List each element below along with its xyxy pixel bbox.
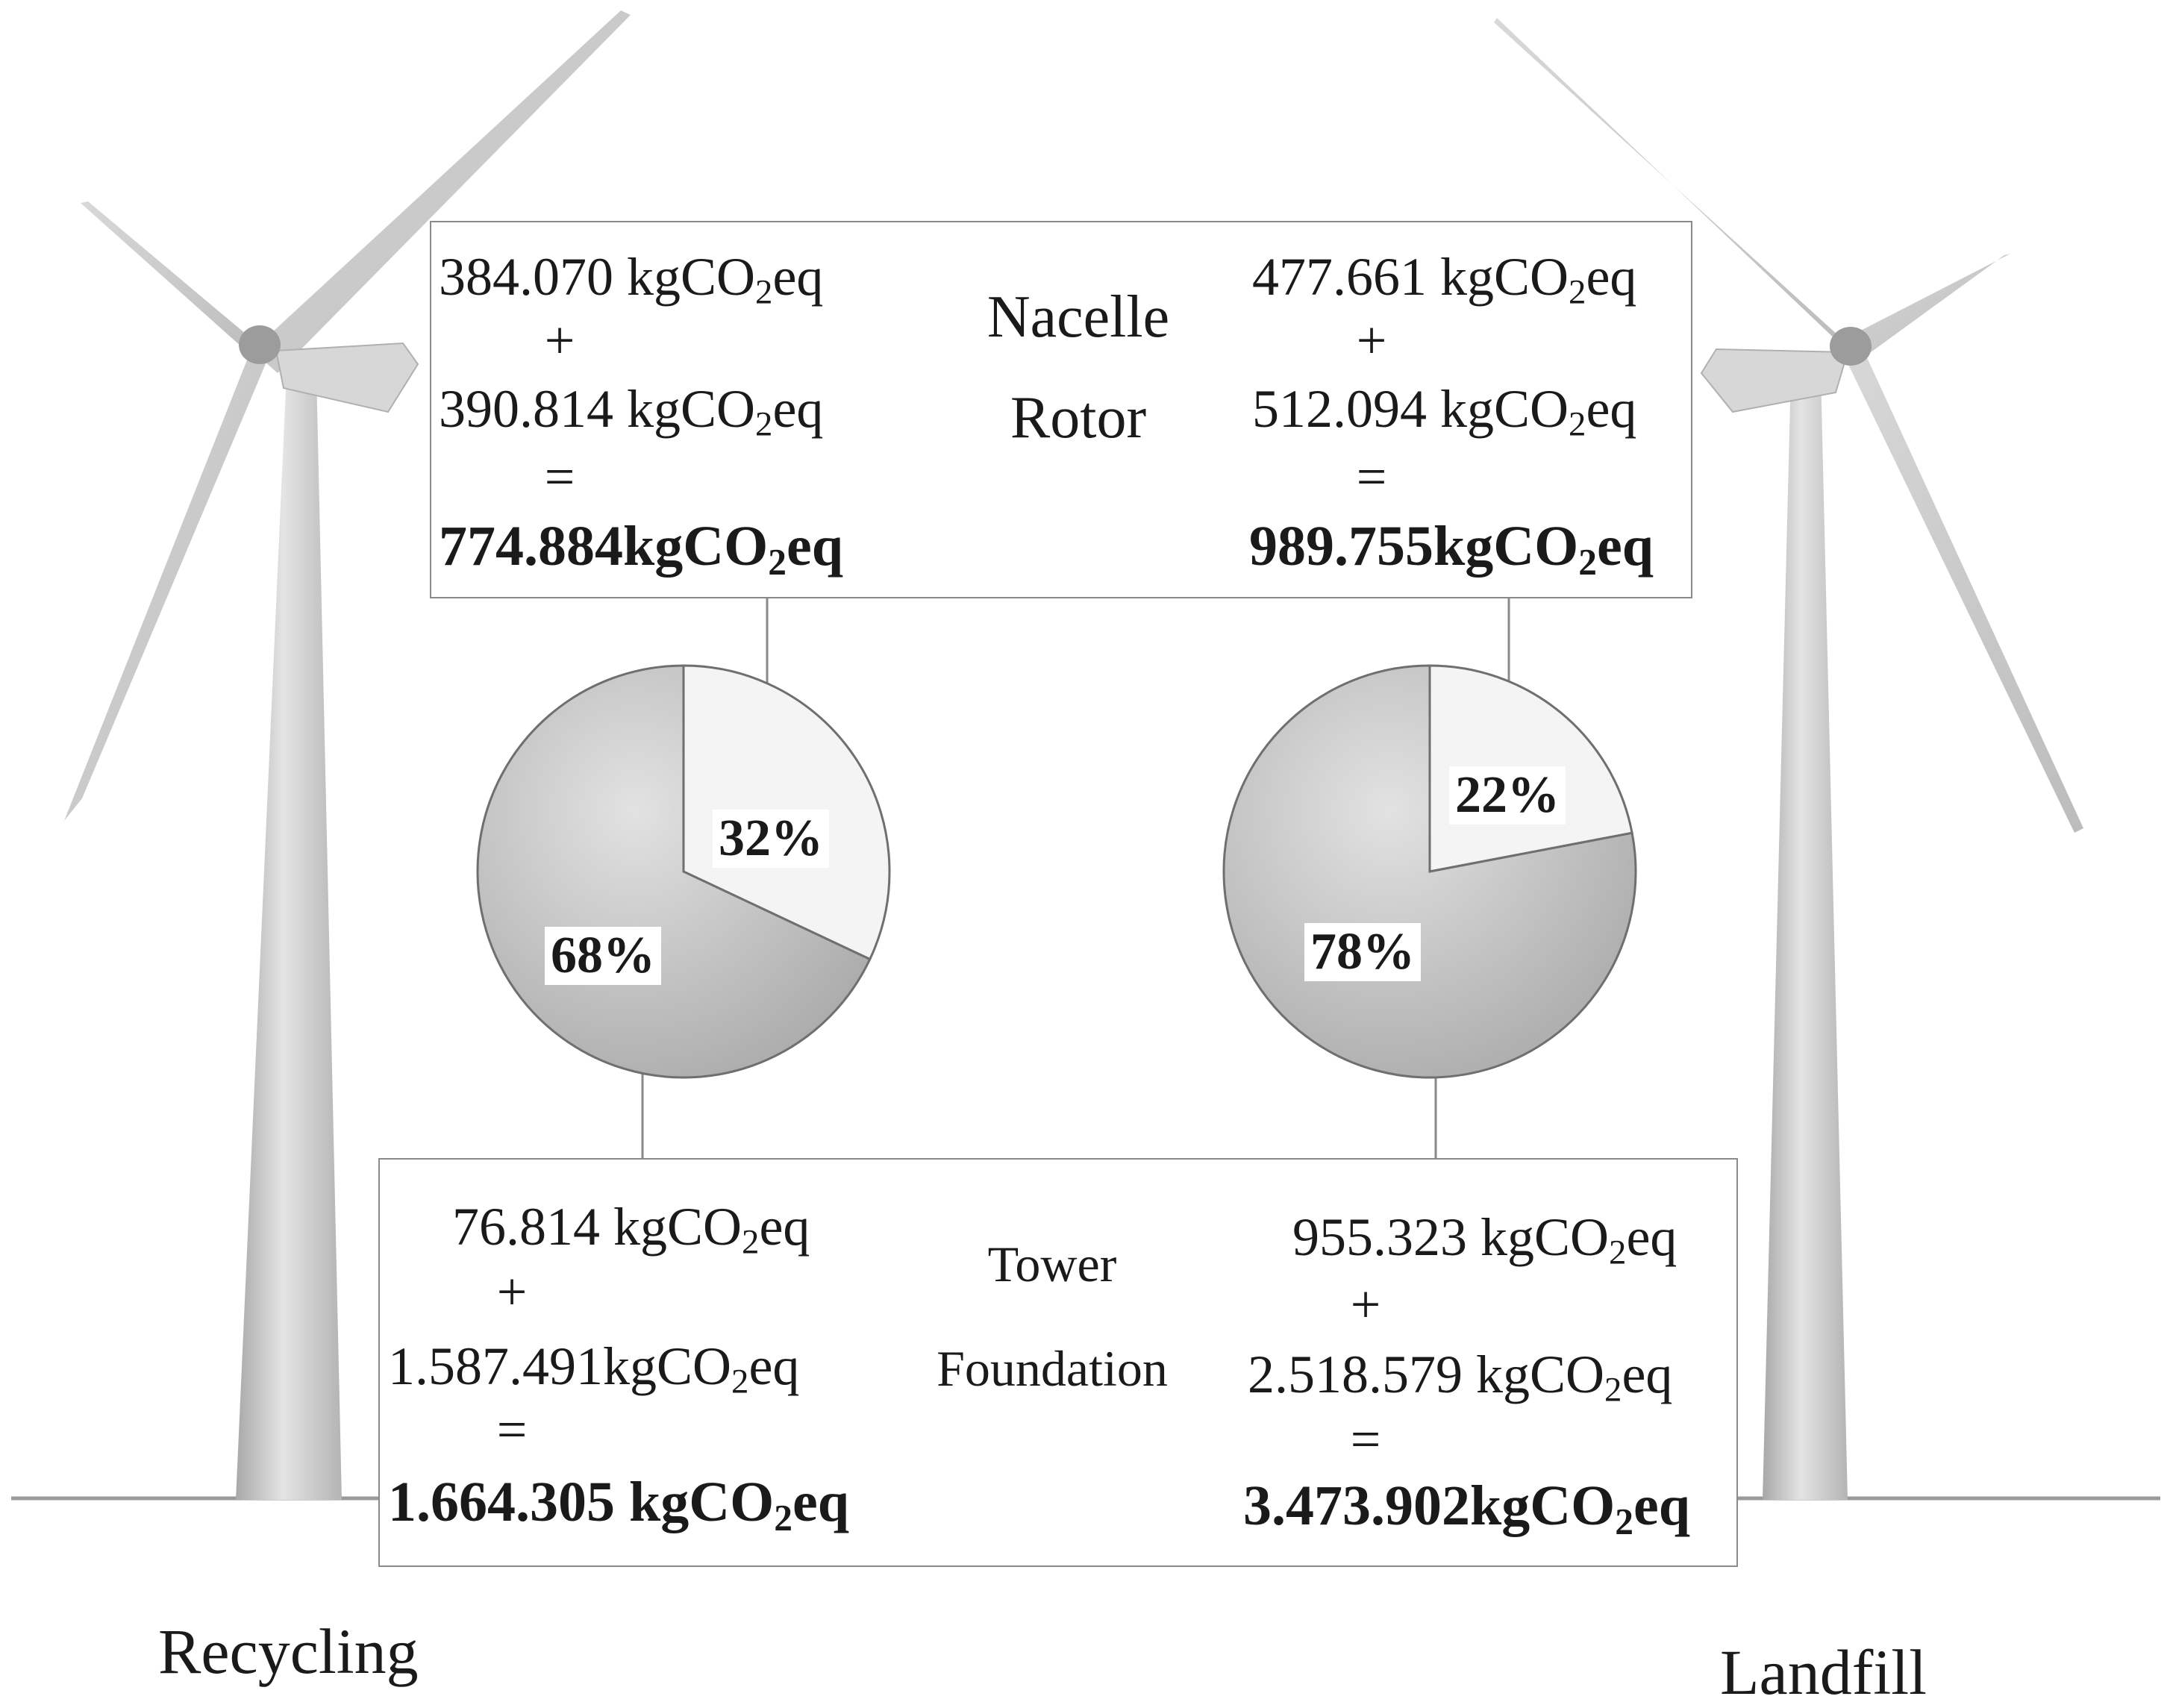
- recycling-top-total: 774.884kgCO2eq: [439, 515, 843, 583]
- right-turbine-tower: [1763, 373, 1848, 1500]
- landfill-top-equals: =: [1356, 447, 1387, 507]
- left-wind-turbine: [64, 10, 631, 1500]
- unit-kgco2eq: kgCO2eq: [603, 1336, 800, 1401]
- recycling-top-equals: =: [544, 447, 575, 507]
- unit-kgco2eq: kgCO2eq: [1433, 515, 1654, 583]
- landfill-bottom-equals: =: [1350, 1410, 1381, 1469]
- recycling-foundation-value: 1.587.491kgCO2eq: [388, 1336, 800, 1401]
- landfill-foundation-value: 2.518.579 kgCO2eq: [1248, 1345, 1673, 1410]
- recycling-rotor-value: 390.814 kgCO2eq: [439, 379, 824, 444]
- unit-kgco2eq: kgCO2eq: [1480, 1207, 1677, 1272]
- unit-kgco2eq: kgCO2eq: [613, 1197, 810, 1262]
- landfill-pie: [1222, 664, 1637, 1079]
- landfill-tower-value: 955.323 kgCO2eq: [1292, 1207, 1677, 1272]
- right-turbine-blade-down: [1842, 345, 2083, 833]
- unit-kgco2eq: kgCO2eq: [627, 379, 824, 444]
- unit-kgco2eq: kgCO2eq: [1440, 247, 1637, 312]
- landfill-caption: Landfill: [1720, 1636, 1927, 1708]
- nacelle-rotor-box: [430, 221, 1692, 598]
- left-turbine-blade-left: [81, 201, 263, 366]
- recycling-nacelle-value: 384.070 kgCO2eq: [439, 247, 824, 312]
- left-turbine-blade-down: [64, 351, 269, 821]
- unit-kgco2eq: kgCO2eq: [627, 247, 824, 312]
- unit-kgco2eq: kgCO2eq: [629, 1471, 849, 1539]
- foundation-label: Foundation: [937, 1340, 1168, 1397]
- recycling-tower-value: 76.814 kgCO2eq: [452, 1197, 810, 1262]
- right-wind-turbine: [1494, 18, 2083, 1500]
- right-turbine-blade-up: [1494, 18, 1855, 358]
- landfill-pie-label-small: 22%: [1449, 766, 1566, 825]
- landfill-bottom-total: 3.473.902kgCO2eq: [1243, 1474, 1690, 1542]
- right-turbine-hub: [1830, 327, 1872, 366]
- left-turbine-nacelle: [275, 342, 419, 413]
- right-turbine-blade-right: [1848, 254, 2010, 358]
- left-turbine-blade-up: [252, 10, 631, 373]
- recycling-bottom-plus: +: [496, 1262, 528, 1321]
- tower-label: Tower: [987, 1236, 1117, 1292]
- tower-foundation-box: [378, 1158, 1738, 1567]
- recycling-pie-label-large: 68%: [545, 927, 661, 985]
- recycling-pie-label-small: 32%: [713, 810, 829, 868]
- unit-kgco2eq: kgCO2eq: [1470, 1474, 1690, 1542]
- landfill-rotor-value: 512.094 kgCO2eq: [1252, 379, 1637, 444]
- recycling-bottom-equals: =: [496, 1400, 528, 1460]
- recycling-pie: [476, 664, 891, 1079]
- landfill-bottom-plus: +: [1350, 1274, 1381, 1334]
- landfill-pie-label-large: 78%: [1304, 923, 1421, 981]
- left-turbine-hub: [239, 325, 281, 364]
- unit-kgco2eq: kgCO2eq: [623, 515, 843, 583]
- unit-kgco2eq: kgCO2eq: [1440, 379, 1637, 444]
- landfill-nacelle-value: 477.661 kgCO2eq: [1252, 247, 1637, 312]
- unit-kgco2eq: kgCO2eq: [1476, 1345, 1673, 1410]
- left-turbine-tower: [236, 373, 342, 1500]
- landfill-top-plus: +: [1356, 310, 1387, 370]
- recycling-top-plus: +: [544, 310, 575, 370]
- right-turbine-nacelle: [1700, 348, 1849, 413]
- rotor-label: Rotor: [1010, 385, 1147, 451]
- landfill-top-total: 989.755kgCO2eq: [1249, 515, 1654, 583]
- recycling-bottom-total: 1.664.305 kgCO2eq: [388, 1471, 849, 1539]
- recycling-caption: Recycling: [158, 1615, 419, 1687]
- nacelle-label: Nacelle: [986, 284, 1170, 350]
